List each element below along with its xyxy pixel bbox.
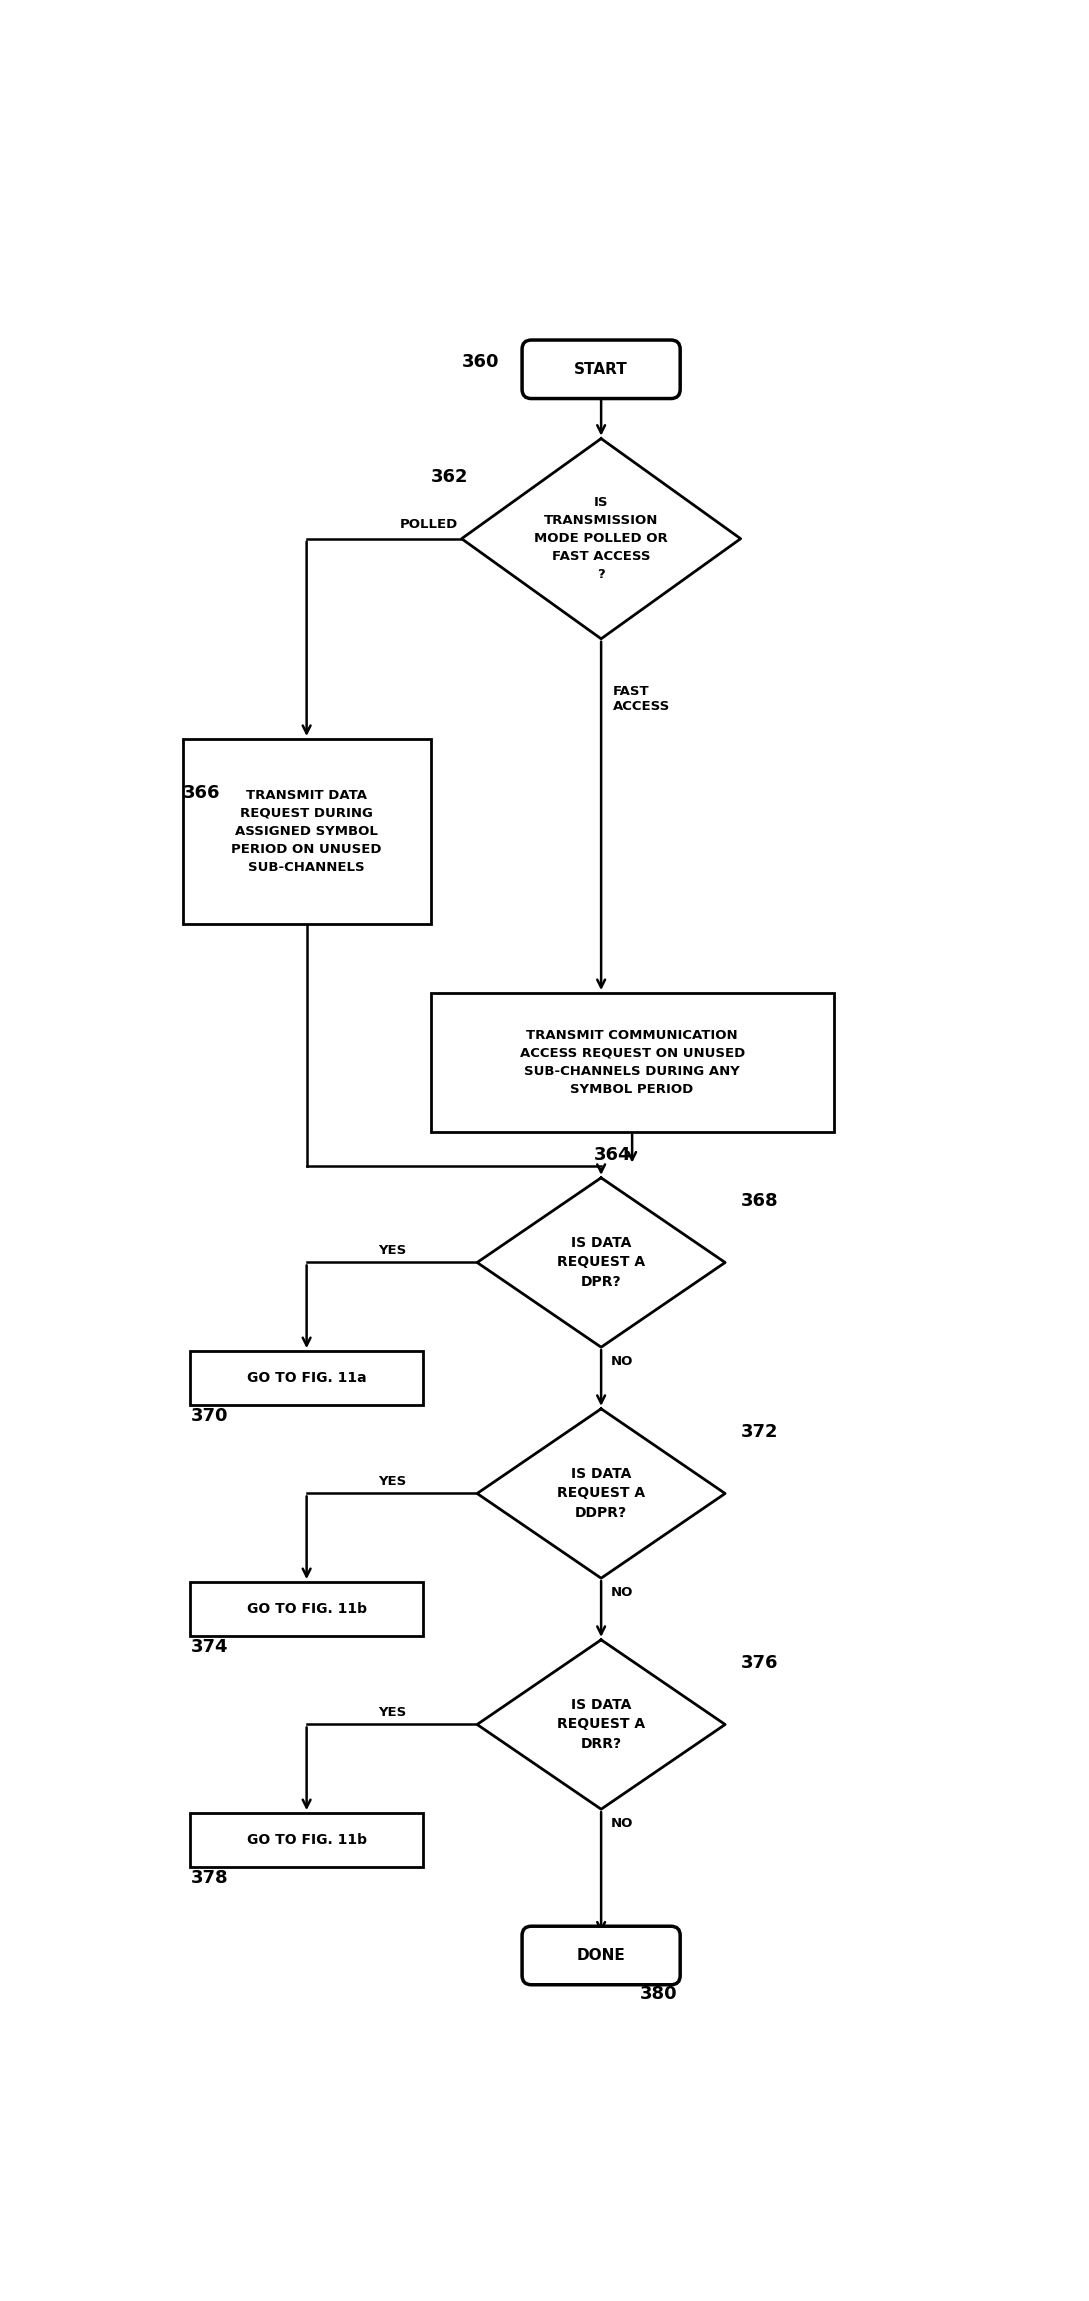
Text: YES: YES <box>378 1245 406 1256</box>
Text: NO: NO <box>611 1355 633 1367</box>
Text: DONE: DONE <box>577 1949 625 1963</box>
Text: 362: 362 <box>430 467 468 486</box>
Text: NO: NO <box>611 1585 633 1599</box>
Text: 378: 378 <box>191 1868 228 1887</box>
Text: 360: 360 <box>462 352 499 370</box>
Text: START: START <box>574 361 628 377</box>
Text: IS DATA
REQUEST A
DPR?: IS DATA REQUEST A DPR? <box>558 1236 645 1289</box>
Bar <box>183 739 430 923</box>
FancyBboxPatch shape <box>522 341 681 398</box>
Text: 374: 374 <box>191 1638 228 1657</box>
Text: NO: NO <box>611 1815 633 1829</box>
FancyBboxPatch shape <box>522 1926 681 1986</box>
Text: GO TO FIG. 11a: GO TO FIG. 11a <box>247 1371 366 1385</box>
Bar <box>191 1583 423 1636</box>
Bar <box>430 994 833 1132</box>
Text: 370: 370 <box>191 1408 228 1427</box>
Text: 364: 364 <box>594 1146 631 1164</box>
Text: GO TO FIG. 11b: GO TO FIG. 11b <box>246 1834 367 1848</box>
Bar <box>191 1813 423 1866</box>
Text: GO TO FIG. 11b: GO TO FIG. 11b <box>246 1601 367 1615</box>
Text: 376: 376 <box>741 1654 779 1673</box>
Text: IS
TRANSMISSION
MODE POLLED OR
FAST ACCESS
?: IS TRANSMISSION MODE POLLED OR FAST ACCE… <box>535 497 668 582</box>
Text: 368: 368 <box>741 1192 779 1210</box>
Text: FAST
ACCESS: FAST ACCESS <box>613 686 670 713</box>
Text: 372: 372 <box>741 1422 779 1440</box>
Text: TRANSMIT DATA
REQUEST DURING
ASSIGNED SYMBOL
PERIOD ON UNUSED
SUB-CHANNELS: TRANSMIT DATA REQUEST DURING ASSIGNED SY… <box>231 789 382 874</box>
Text: IS DATA
REQUEST A
DRR?: IS DATA REQUEST A DRR? <box>558 1698 645 1751</box>
Bar <box>191 1351 423 1406</box>
Text: IS DATA
REQUEST A
DDPR?: IS DATA REQUEST A DDPR? <box>558 1468 645 1521</box>
Text: 366: 366 <box>183 785 220 801</box>
Text: YES: YES <box>378 1707 406 1719</box>
Text: 380: 380 <box>640 1986 677 2002</box>
Text: TRANSMIT COMMUNICATION
ACCESS REQUEST ON UNUSED
SUB-CHANNELS DURING ANY
SYMBOL P: TRANSMIT COMMUNICATION ACCESS REQUEST ON… <box>519 1029 745 1095</box>
Text: POLLED: POLLED <box>400 518 457 532</box>
Text: YES: YES <box>378 1475 406 1489</box>
